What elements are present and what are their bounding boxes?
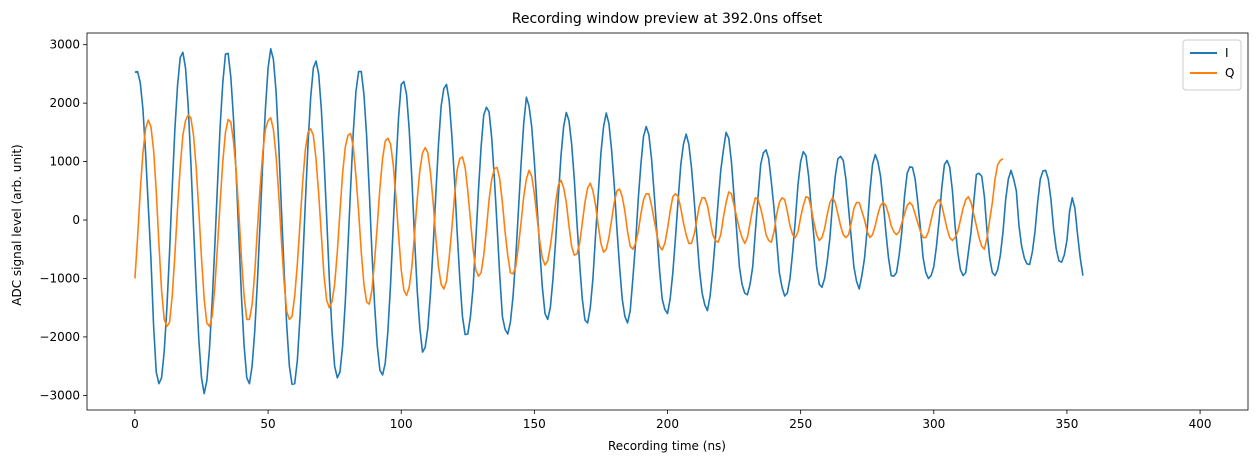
x-tick-label: 0 bbox=[131, 417, 139, 431]
legend-label-Q: Q bbox=[1225, 66, 1234, 80]
y-tick-label: 3000 bbox=[49, 38, 80, 52]
legend-label-I: I bbox=[1225, 46, 1229, 60]
x-tick-label: 400 bbox=[1189, 417, 1212, 431]
y-tick-label: −1000 bbox=[39, 271, 80, 285]
x-axis-label: Recording time (ns) bbox=[608, 439, 726, 453]
x-tick-label: 350 bbox=[1055, 417, 1078, 431]
x-tick-label: 200 bbox=[656, 417, 679, 431]
y-tick-label: −3000 bbox=[39, 388, 80, 402]
plot-frame bbox=[86, 32, 1249, 411]
y-tick-label: −2000 bbox=[39, 330, 80, 344]
legend: IQ bbox=[1182, 39, 1242, 91]
legend-box bbox=[1182, 39, 1242, 91]
x-tick-label: 50 bbox=[260, 417, 275, 431]
y-tick-label: 0 bbox=[72, 213, 80, 227]
x-axis: 0 50 100 150 200 250 300 350 400 bbox=[131, 410, 1212, 431]
series-line-I bbox=[134, 47, 1084, 395]
series-line-Q bbox=[134, 114, 1004, 328]
series-layer bbox=[134, 47, 1084, 395]
y-tick-label: 1000 bbox=[49, 155, 80, 169]
x-tick-label: 300 bbox=[922, 417, 945, 431]
y-axis: −3000 −2000 −1000 0 1000 2000 3000 bbox=[39, 38, 87, 402]
y-tick-label: 2000 bbox=[49, 96, 80, 110]
x-tick-label: 150 bbox=[523, 417, 546, 431]
y-axis-label: ADC signal level (arb. unit) bbox=[10, 144, 24, 305]
x-tick-label: 100 bbox=[390, 417, 413, 431]
plot-area bbox=[86, 32, 1249, 411]
x-tick-label: 250 bbox=[789, 417, 812, 431]
chart-title: Recording window preview at 392.0ns offs… bbox=[512, 11, 823, 27]
